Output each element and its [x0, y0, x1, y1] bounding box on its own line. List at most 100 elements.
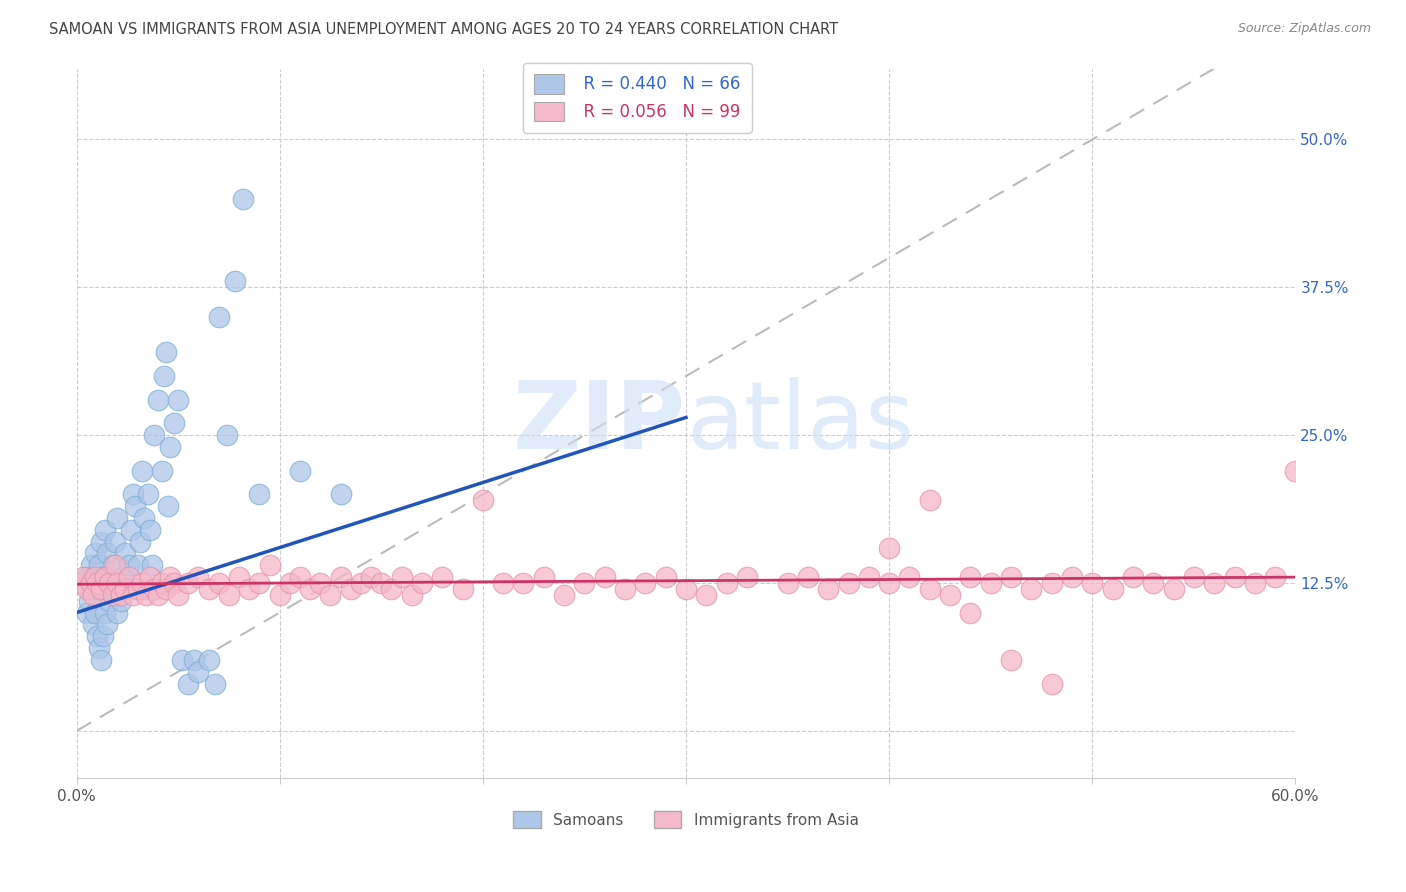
Text: ZIP: ZIP: [513, 377, 686, 469]
Point: [959, 570, 981, 584]
Point: [208, 310, 231, 324]
Point: [1163, 582, 1185, 596]
Point: [259, 558, 281, 573]
Point: [278, 576, 301, 591]
Point: [675, 582, 697, 596]
Point: [177, 676, 200, 690]
Point: [401, 588, 423, 602]
Point: [94, 606, 117, 620]
Point: [138, 570, 160, 584]
Point: [1021, 582, 1043, 596]
Point: [858, 570, 880, 584]
Point: [918, 493, 941, 508]
Point: [122, 487, 145, 501]
Point: [959, 606, 981, 620]
Point: [451, 582, 474, 596]
Point: [90, 582, 112, 596]
Legend: Samoans, Immigrants from Asia: Samoans, Immigrants from Asia: [508, 805, 865, 834]
Point: [90, 653, 112, 667]
Point: [105, 576, 128, 591]
Point: [340, 582, 363, 596]
Point: [136, 487, 159, 501]
Point: [269, 588, 291, 602]
Point: [776, 576, 799, 591]
Point: [153, 369, 176, 384]
Point: [695, 588, 717, 602]
Point: [197, 653, 219, 667]
Text: atlas: atlas: [686, 377, 914, 469]
Point: [104, 558, 127, 573]
Point: [1204, 576, 1226, 591]
Point: [1000, 653, 1022, 667]
Point: [142, 582, 165, 596]
Point: [94, 523, 117, 537]
Point: [177, 576, 200, 591]
Point: [83, 570, 105, 584]
Point: [104, 534, 127, 549]
Point: [124, 499, 146, 513]
Point: [350, 576, 373, 591]
Point: [247, 487, 270, 501]
Point: [980, 576, 1002, 591]
Point: [87, 641, 110, 656]
Point: [939, 588, 962, 602]
Point: [138, 523, 160, 537]
Point: [80, 576, 103, 591]
Point: [86, 629, 108, 643]
Point: [122, 588, 145, 602]
Point: [716, 576, 738, 591]
Point: [877, 576, 900, 591]
Point: [1264, 570, 1286, 584]
Point: [101, 558, 124, 573]
Point: [329, 487, 352, 501]
Point: [877, 541, 900, 555]
Point: [76, 606, 98, 620]
Point: [83, 606, 105, 620]
Point: [238, 582, 260, 596]
Point: [492, 576, 515, 591]
Point: [77, 594, 100, 608]
Point: [86, 576, 108, 591]
Point: [735, 570, 758, 584]
Point: [159, 440, 181, 454]
Point: [1284, 464, 1306, 478]
Point: [118, 558, 141, 573]
Point: [132, 511, 155, 525]
Point: [163, 576, 186, 591]
Point: [80, 558, 103, 573]
Point: [105, 511, 128, 525]
Point: [87, 558, 110, 573]
Point: [105, 606, 128, 620]
Point: [155, 345, 177, 359]
Point: [218, 588, 240, 602]
Point: [135, 588, 157, 602]
Point: [319, 588, 342, 602]
Point: [1081, 576, 1104, 591]
Point: [98, 576, 121, 591]
Point: [163, 417, 186, 431]
Point: [1182, 570, 1205, 584]
Point: [91, 570, 114, 584]
Point: [411, 576, 433, 591]
Point: [98, 594, 121, 608]
Point: [224, 275, 246, 289]
Point: [1243, 576, 1265, 591]
Point: [96, 546, 118, 560]
Point: [918, 582, 941, 596]
Point: [232, 192, 254, 206]
Text: SAMOAN VS IMMIGRANTS FROM ASIA UNEMPLOYMENT AMONG AGES 20 TO 24 YEARS CORRELATIO: SAMOAN VS IMMIGRANTS FROM ASIA UNEMPLOYM…: [49, 22, 838, 37]
Point: [1060, 570, 1083, 584]
Point: [150, 576, 173, 591]
Text: Source: ZipAtlas.com: Source: ZipAtlas.com: [1237, 22, 1371, 36]
Point: [96, 617, 118, 632]
Point: [131, 576, 153, 591]
Point: [167, 392, 190, 407]
Point: [208, 576, 231, 591]
Point: [110, 594, 132, 608]
Point: [797, 570, 820, 584]
Point: [110, 588, 132, 602]
Point: [247, 576, 270, 591]
Point: [76, 582, 98, 596]
Point: [146, 392, 169, 407]
Point: [838, 576, 860, 591]
